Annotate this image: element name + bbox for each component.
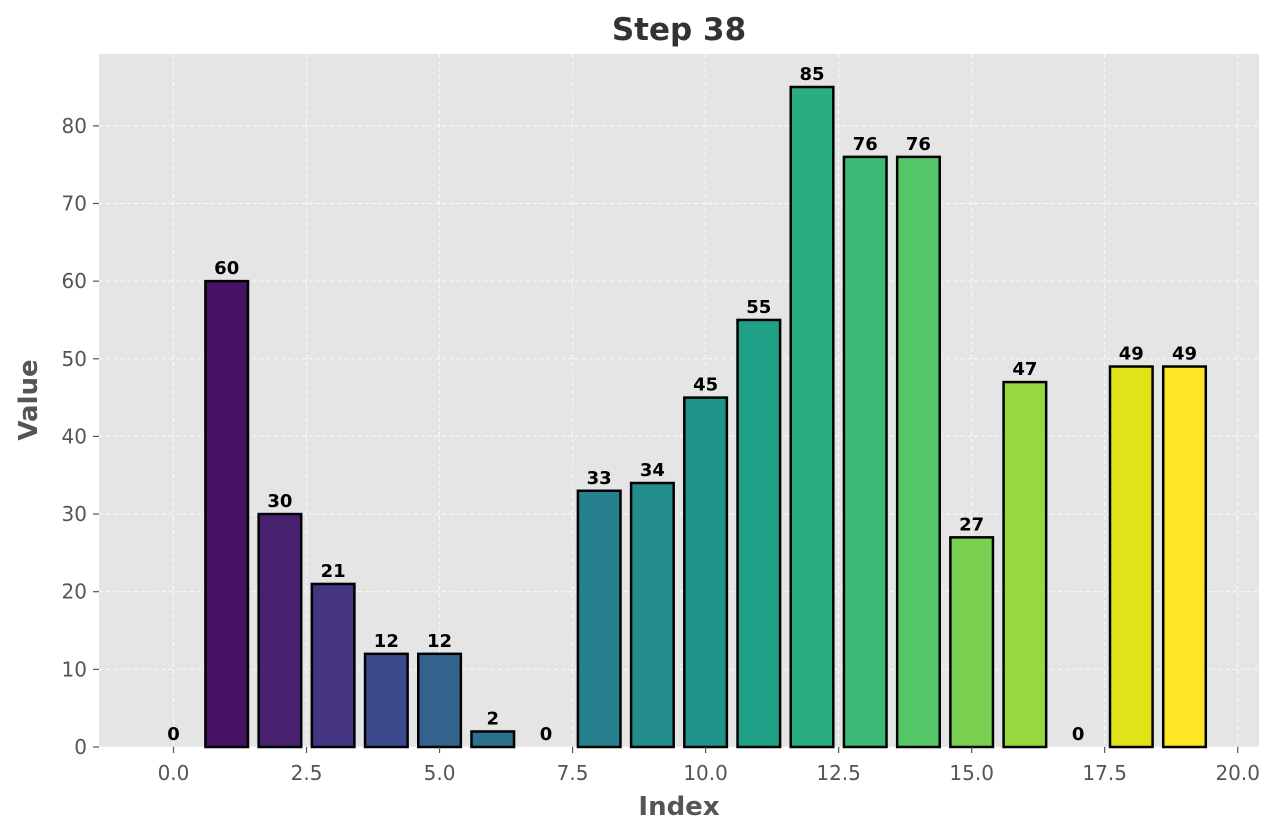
bar-9 bbox=[629, 481, 675, 749]
y-tick-label: 10 bbox=[62, 657, 87, 681]
bar-value-label-8: 33 bbox=[587, 468, 612, 489]
y-tick-label: 70 bbox=[62, 191, 87, 215]
bar-11 bbox=[736, 318, 782, 749]
bar-18 bbox=[1108, 365, 1154, 749]
y-tick-label: 20 bbox=[62, 580, 87, 604]
y-axis-label: Value bbox=[14, 359, 44, 440]
bar-8 bbox=[576, 489, 622, 749]
bar-13 bbox=[842, 155, 888, 749]
bar-12 bbox=[789, 85, 835, 749]
bar-value-label-5: 12 bbox=[427, 631, 452, 652]
bar-value-label-13: 76 bbox=[853, 134, 878, 155]
x-tick-label: 15.0 bbox=[949, 761, 994, 785]
x-tick-label: 10.0 bbox=[683, 761, 728, 785]
bar-19 bbox=[1161, 365, 1208, 749]
bar-value-label-17: 0 bbox=[1072, 724, 1085, 745]
x-tick-label: 20.0 bbox=[1215, 761, 1260, 785]
bar-value-label-7: 0 bbox=[540, 724, 553, 745]
y-axis-ticks: 0 10 20 30 40 50 60 70 80 bbox=[62, 114, 99, 759]
y-tick-label: 0 bbox=[74, 735, 87, 759]
x-tick-label: 0.0 bbox=[158, 761, 190, 785]
y-tick-label: 50 bbox=[62, 347, 87, 371]
bars bbox=[204, 85, 1208, 749]
x-tick-label: 2.5 bbox=[291, 761, 323, 785]
bar-value-label-14: 76 bbox=[906, 134, 931, 155]
bar-value-label-11: 55 bbox=[746, 297, 771, 318]
x-axis-label: Index bbox=[638, 792, 719, 822]
bar-15 bbox=[949, 536, 995, 749]
bar-value-label-0: 0 bbox=[167, 724, 180, 745]
bar-4 bbox=[363, 652, 409, 749]
x-tick-label: 5.0 bbox=[424, 761, 456, 785]
bar-16 bbox=[1002, 380, 1048, 749]
bar-value-label-10: 45 bbox=[693, 375, 718, 396]
y-tick-label: 80 bbox=[62, 114, 87, 138]
bar-14 bbox=[895, 155, 941, 749]
bar-value-label-3: 21 bbox=[321, 561, 346, 582]
y-tick-label: 30 bbox=[62, 502, 87, 526]
bar-value-label-2: 30 bbox=[267, 491, 292, 512]
bar-value-label-4: 12 bbox=[374, 631, 399, 652]
bar-value-label-19: 49 bbox=[1172, 344, 1197, 365]
chart-title: Step 38 bbox=[612, 12, 746, 48]
x-tick-label: 17.5 bbox=[1082, 761, 1127, 785]
bar-value-label-16: 47 bbox=[1012, 359, 1037, 380]
x-tick-label: 7.5 bbox=[557, 761, 589, 785]
bar-6 bbox=[470, 730, 516, 749]
bar-labels: 0 60 30 21 12 12 2 0 33 34 45 55 85 76 76 27 47 0 49 49 bbox=[167, 64, 1197, 745]
bar-1 bbox=[204, 279, 250, 749]
y-tick-label: 60 bbox=[62, 269, 87, 293]
bar-value-label-18: 49 bbox=[1119, 344, 1144, 365]
bar-3 bbox=[310, 582, 356, 749]
bar-value-label-9: 34 bbox=[640, 460, 665, 481]
grid bbox=[99, 54, 1259, 748]
bar-10 bbox=[683, 396, 729, 749]
bar-2 bbox=[257, 512, 303, 749]
x-axis-ticks: 0.0 2.5 5.0 7.5 10.0 12.5 15.0 17.5 20.0 bbox=[158, 747, 1260, 785]
bar-5 bbox=[417, 652, 463, 749]
bar-value-label-12: 85 bbox=[799, 64, 824, 85]
bar-value-label-6: 2 bbox=[486, 708, 499, 729]
y-tick-label: 40 bbox=[62, 424, 87, 448]
bar-value-label-15: 27 bbox=[959, 514, 984, 535]
bar-value-label-1: 60 bbox=[214, 258, 239, 279]
x-tick-label: 12.5 bbox=[816, 761, 861, 785]
